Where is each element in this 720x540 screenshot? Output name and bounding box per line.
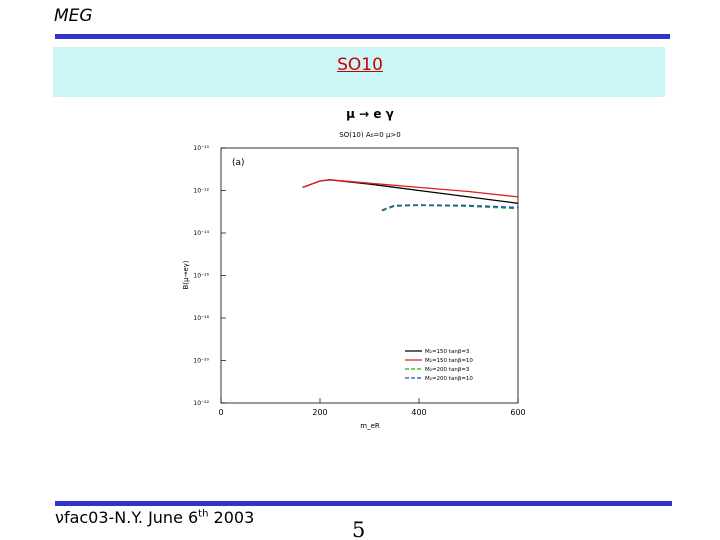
y-tick-label: 10⁻¹²: [193, 188, 209, 195]
chart-subtitle: SO(10) A₀=0 μ>0: [339, 131, 400, 139]
legend-label: M₂=150 tanβ=10: [425, 358, 473, 364]
series-line: [302, 179, 519, 204]
legend-label: M₂=150 tanβ=3: [425, 349, 470, 355]
top-rule: [55, 34, 670, 39]
footer-text: νfac03-N.Y. June 6: [55, 508, 199, 527]
series-line: [381, 204, 519, 212]
x-axis-label: m_eR: [360, 422, 380, 430]
series-line: [381, 204, 519, 211]
title-band: [53, 47, 665, 97]
y-tick-label: 10⁻¹⁴: [193, 230, 209, 237]
y-tick-label: 10⁻¹⁰: [193, 145, 209, 152]
series-line: [302, 179, 519, 198]
x-tick-label: 200: [312, 408, 327, 417]
legend-label: M₂=200 tanβ=10: [425, 376, 473, 382]
legend-label: M₂=200 tanβ=3: [425, 367, 470, 373]
header-title: MEG: [54, 6, 93, 26]
footer-year: 2003: [213, 508, 255, 527]
slide-title: SO10: [337, 55, 383, 75]
bottom-rule: [55, 501, 672, 506]
footer: νfac03-N.Y. June 6th 2003: [55, 508, 254, 527]
chart-title: μ → e γ: [346, 107, 394, 121]
footer-sup: th: [198, 508, 209, 520]
page-number: 5: [352, 518, 366, 540]
y-tick-label: 10⁻²²: [193, 400, 209, 407]
y-axis-label: B(μ→eγ): [182, 260, 190, 289]
plot-frame: [220, 147, 519, 404]
y-tick-label: 10⁻¹⁶: [193, 273, 209, 280]
x-tick-label: 400: [411, 408, 426, 417]
x-tick-label: 600: [510, 408, 525, 417]
y-tick-label: 10⁻¹⁸: [193, 315, 209, 322]
annotation: (a): [232, 158, 245, 168]
x-tick-label: 0: [218, 408, 223, 417]
y-tick-label: 10⁻²⁰: [193, 358, 209, 365]
